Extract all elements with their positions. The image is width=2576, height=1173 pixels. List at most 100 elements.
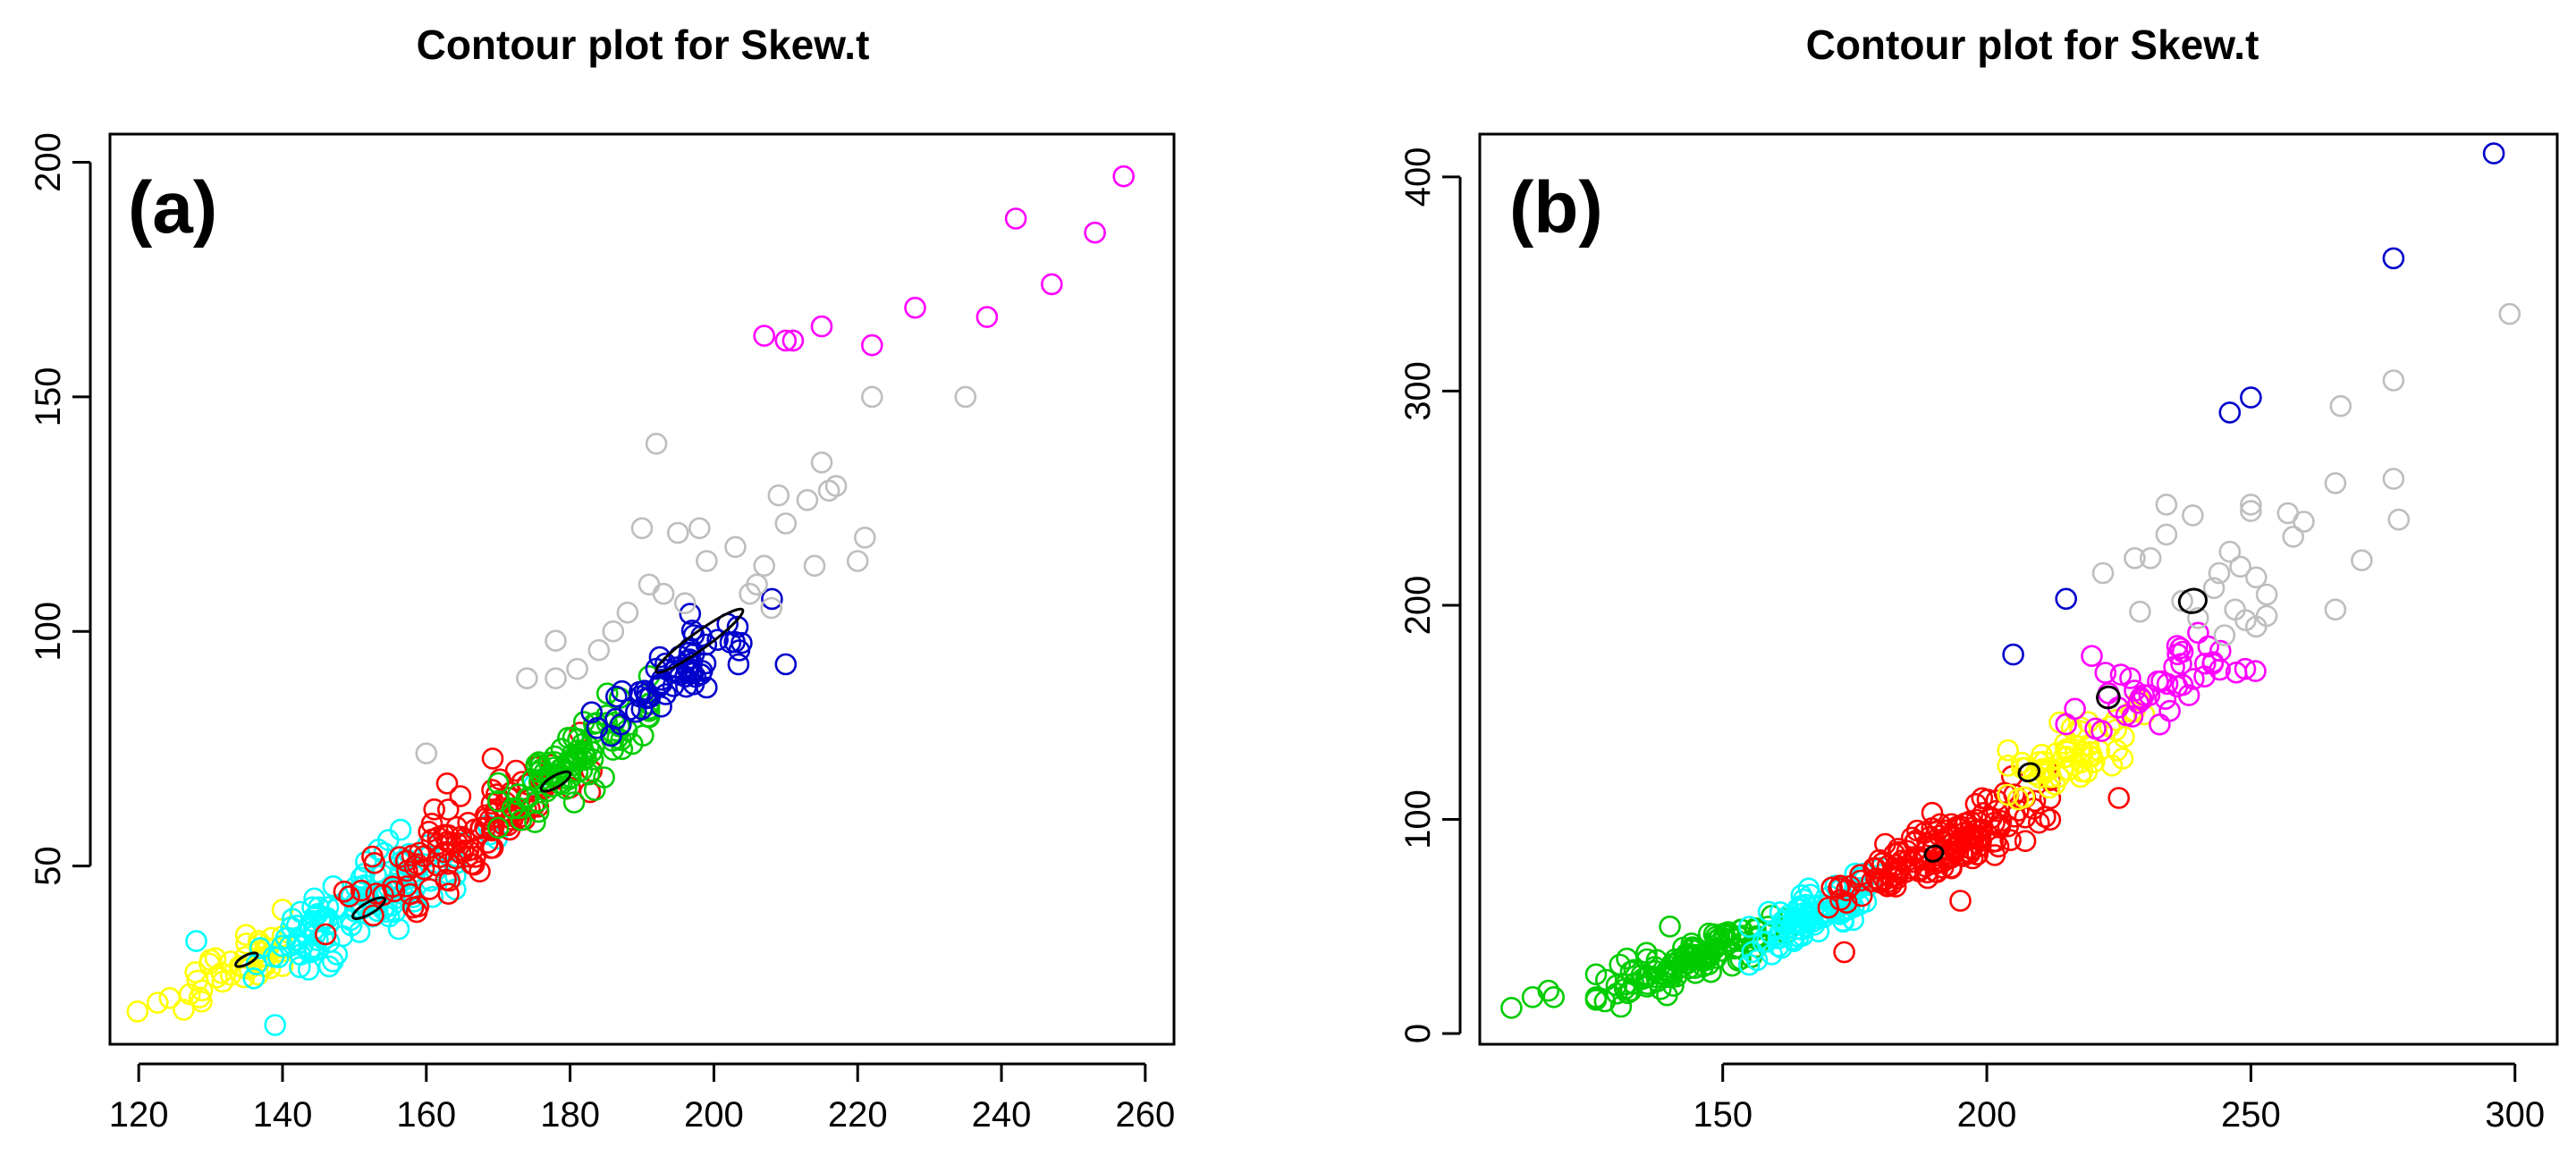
cyan-cluster-point (1781, 928, 1803, 950)
gray-point (860, 385, 883, 409)
red-cluster-point (1985, 789, 2008, 812)
gray-point (566, 657, 588, 680)
green-cluster-point (1676, 942, 1698, 965)
cyan-cluster-point (1738, 953, 1761, 976)
contour-line (2177, 587, 2208, 614)
gray-point (516, 667, 538, 690)
y-tick-label: 50 (29, 846, 68, 886)
cyan-cluster-point (297, 958, 320, 981)
panel-a-label: (a) (128, 167, 217, 249)
gray-point (824, 475, 848, 497)
gray-point (846, 550, 869, 572)
red-cluster-point (2028, 811, 2050, 834)
yellow-cluster-point (204, 947, 227, 970)
magenta-cluster-point (2064, 697, 2086, 721)
green-cluster-point (1609, 995, 1633, 1018)
x-tick-label: 260 (1115, 1095, 1175, 1135)
x-tick-label: 160 (396, 1095, 456, 1135)
gray-point (2229, 555, 2251, 578)
yellow-cluster-point (1997, 755, 2019, 777)
green-cluster-point (1717, 921, 1740, 943)
gray-point (2171, 589, 2193, 612)
cyan-cluster-point (1795, 909, 1819, 932)
red-cluster-point (2007, 799, 2030, 822)
blue-cluster-point (679, 603, 702, 625)
red-cluster-point (399, 882, 422, 906)
red-cluster-point (338, 885, 360, 908)
red-cluster-point (333, 880, 356, 903)
panel-b-y-axis: 0 100 200 300 400 (1398, 148, 1462, 1043)
red-cluster-point (1887, 838, 1910, 860)
y-tick-label: 100 (1398, 789, 1438, 849)
cyan-cluster-point (1738, 916, 1761, 938)
red-cluster-point (350, 879, 373, 902)
panel-b: Contour plot for Skew.t (b) 150 200 250 300… (1398, 21, 2559, 1135)
green-cluster-point (583, 779, 606, 801)
gray-point (2276, 502, 2300, 525)
magenta-cluster-point (2209, 639, 2232, 662)
red-cluster-point (396, 859, 418, 882)
magenta-cluster-point (2170, 653, 2192, 675)
cyan-cluster-point (322, 874, 345, 898)
panel-b-contours (1923, 587, 2208, 863)
cyan-cluster-point (301, 896, 324, 919)
green-cluster-point (524, 811, 546, 833)
red-cluster-point (362, 904, 384, 927)
x-tick-label: 140 (253, 1095, 313, 1135)
magenta-cluster-point (2197, 635, 2220, 658)
red-cluster-point (420, 812, 443, 835)
gray-point (2255, 604, 2278, 628)
magenta-point (860, 333, 883, 357)
red-cluster-point (365, 882, 388, 905)
red-cluster-point (412, 857, 435, 881)
yellow-cluster-point (2057, 758, 2080, 781)
panel-b-label: (b) (1509, 167, 1603, 249)
green-point (1500, 997, 1523, 1019)
gray-point (673, 592, 697, 615)
yellow-cluster-point (235, 932, 258, 955)
cyan-cluster-point (317, 955, 341, 978)
yellow-cluster-point (173, 999, 195, 1021)
green-cluster-point (486, 816, 510, 840)
red-cluster-point (428, 846, 452, 869)
x-tick-label: 300 (2485, 1095, 2545, 1135)
gray-point (2255, 583, 2278, 606)
y-tick-label: 0 (1398, 1024, 1438, 1043)
blue-cluster-point (635, 687, 658, 710)
green-cluster-point (602, 738, 625, 761)
yellow-cluster-point (2111, 747, 2134, 770)
contour-line (539, 770, 572, 793)
gray-point (545, 667, 567, 690)
cyan-cluster-point (1790, 894, 1812, 917)
magenta-cluster-point (2225, 661, 2248, 684)
blue-cluster-point (604, 685, 628, 708)
yellow-cluster-point (2056, 746, 2079, 768)
panel-a-plot-frame (108, 132, 1176, 1046)
red-cluster-point (2023, 789, 2047, 813)
blue-cluster-point (690, 660, 714, 682)
blue-cluster-point (727, 653, 750, 676)
red-cluster-point (401, 896, 425, 919)
green-cluster-point (1635, 948, 1659, 971)
blue-cluster-point (726, 615, 749, 638)
gray-point (2240, 494, 2262, 516)
red-point (1833, 941, 1855, 964)
cyan-cluster-point (309, 909, 332, 932)
panel-a: Contour plot for Skew.t (a) 120 140 160 180… (29, 21, 1176, 1135)
gray-point (616, 601, 639, 624)
green-cluster-point (1584, 963, 1608, 986)
cyan-cluster-point (303, 924, 326, 947)
gray-point (2387, 508, 2411, 531)
gray-point (688, 517, 711, 540)
x-tick-label: 120 (109, 1095, 169, 1135)
magenta-cluster-point (2131, 688, 2153, 711)
yellow-cluster-point (1997, 783, 2019, 806)
red-cluster-point (1983, 844, 2006, 866)
magenta-point (1084, 221, 1106, 244)
cyan-cluster-point (313, 907, 336, 930)
gray-point (2240, 500, 2262, 522)
magenta-point (904, 296, 926, 319)
cyan-cluster-point (350, 866, 373, 890)
yellow-cluster-point (186, 969, 209, 992)
red-cluster-point (460, 852, 484, 875)
